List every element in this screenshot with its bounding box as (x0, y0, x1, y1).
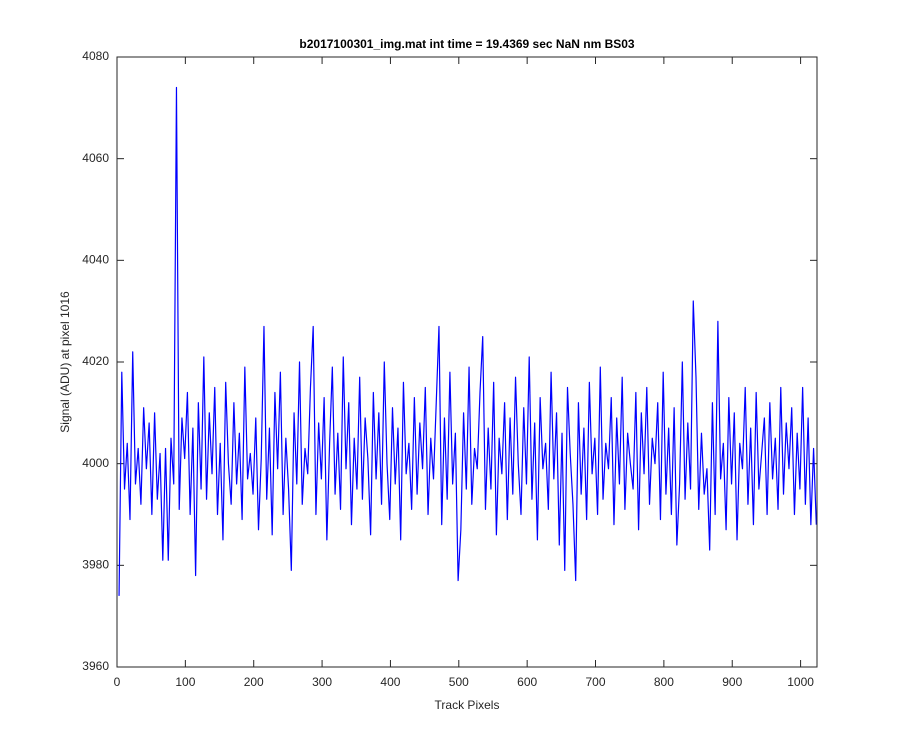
x-tick-label: 0 (114, 675, 121, 689)
x-axis-label: Track Pixels (435, 698, 500, 712)
x-tick-label: 200 (244, 675, 264, 689)
y-tick-label: 4040 (82, 253, 109, 267)
y-tick-label: 4000 (82, 456, 109, 470)
x-tick-label: 600 (517, 675, 537, 689)
chart-title: b2017100301_img.mat int time = 19.4369 s… (299, 37, 635, 51)
y-tick-label: 3980 (82, 558, 109, 572)
data-line (118, 86, 817, 596)
x-tick-label: 700 (586, 675, 606, 689)
y-tick-label: 4020 (82, 354, 109, 368)
x-tick-label: 1000 (787, 675, 814, 689)
x-tick-label: 900 (722, 675, 742, 689)
y-tick-label: 4080 (82, 49, 109, 63)
y-axis-label: Signal (ADU) at pixel 1016 (58, 291, 72, 433)
x-tick-label: 800 (654, 675, 674, 689)
x-tick-label: 100 (175, 675, 195, 689)
plot-area (117, 57, 817, 667)
y-tick-label: 3960 (82, 659, 109, 673)
x-tick-label: 300 (312, 675, 332, 689)
axes-box (116, 56, 818, 668)
x-tick-label: 400 (380, 675, 400, 689)
x-tick-label: 500 (449, 675, 469, 689)
y-tick-label: 4060 (82, 151, 109, 165)
